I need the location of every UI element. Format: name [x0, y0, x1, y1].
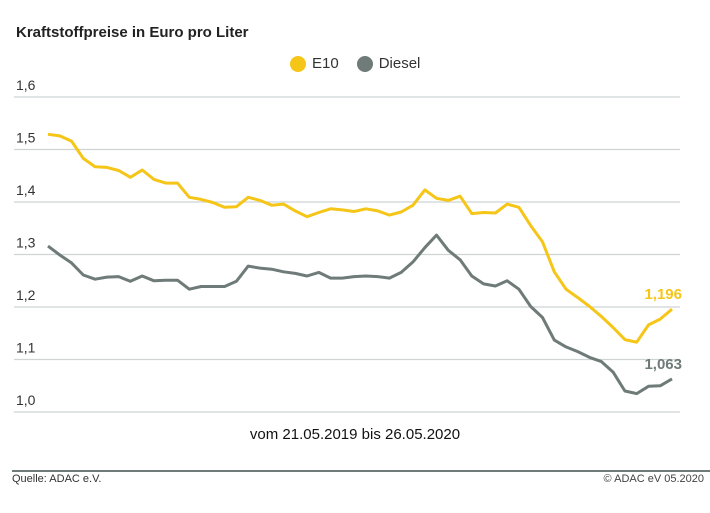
- y-tick-label: 1,2: [16, 287, 36, 303]
- legend-item-e10: E10: [290, 55, 339, 72]
- end-labels: 1,063 1,196: [644, 286, 682, 373]
- legend-item-diesel: Diesel: [356, 55, 421, 72]
- footer-divider: [12, 470, 710, 472]
- y-tick-label: 1,6: [16, 77, 36, 93]
- copyright-note: © ADAC eV 05.2020: [603, 473, 704, 485]
- chart-subtitle: vom 21.05.2019 bis 26.05.2020: [249, 426, 461, 443]
- y-axis-ticks: 1,0 1,1 1,2 1,3 1,4 1,5 1,6: [16, 77, 36, 408]
- chart-title: Kraftstoffpreise in Euro pro Liter: [16, 24, 249, 41]
- series-line-e10: [47, 132, 673, 344]
- legend-label-diesel: Diesel: [378, 55, 421, 72]
- legend-label-e10: E10: [312, 55, 339, 72]
- end-label-e10: 1,196: [644, 286, 682, 303]
- y-tick-label: 1,5: [16, 130, 36, 146]
- gridlines: [14, 96, 680, 413]
- source-note: Quelle: ADAC e.V.: [12, 473, 102, 485]
- series-lines: [47, 132, 673, 396]
- end-label-diesel: 1,063: [644, 356, 682, 373]
- y-tick-label: 1,0: [16, 392, 36, 408]
- y-tick-label: 1,4: [16, 182, 36, 198]
- legend-swatch-e10: [290, 55, 306, 72]
- y-tick-label: 1,3: [16, 235, 36, 251]
- legend: E10 Diesel: [290, 55, 438, 72]
- legend-swatch-diesel: [356, 55, 373, 72]
- series-line-diesel: [47, 233, 673, 396]
- y-tick-label: 1,1: [16, 340, 36, 356]
